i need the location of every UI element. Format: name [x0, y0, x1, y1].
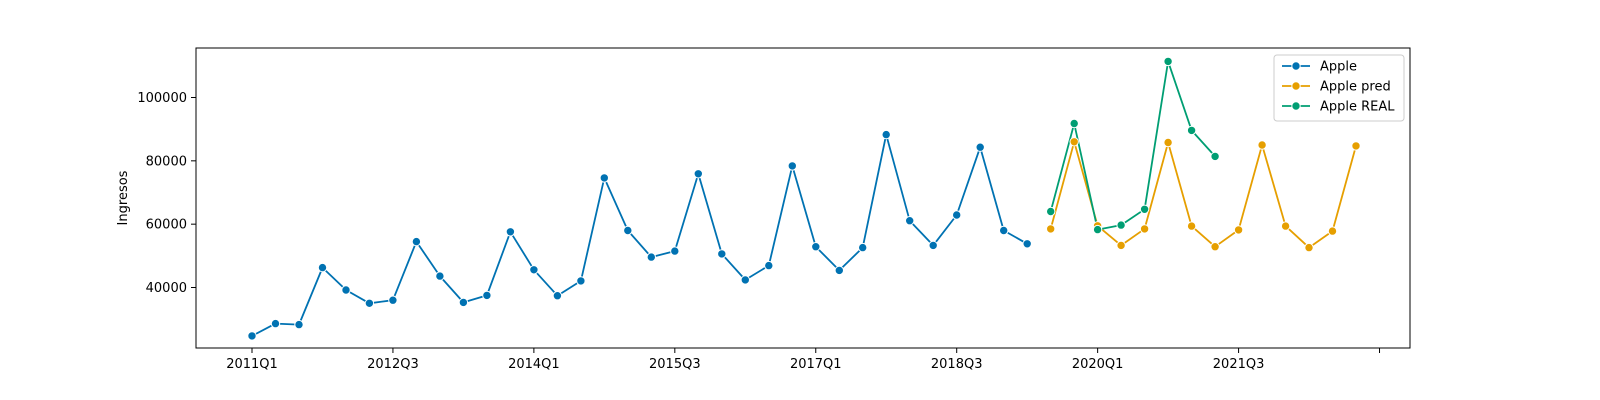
data-point: [552, 291, 563, 301]
data-point: [1351, 141, 1361, 151]
data-point: [1046, 206, 1056, 217]
data-point: [1116, 240, 1126, 251]
data-point: [294, 319, 304, 330]
data-point: [1210, 242, 1220, 252]
data-point: [740, 275, 750, 285]
x-tick-label: 2011Q1: [226, 357, 278, 372]
series-markers: [247, 56, 1361, 341]
legend-frame: [1273, 54, 1405, 122]
data-point: [364, 298, 375, 308]
data-point: [975, 142, 985, 152]
data-point: [1139, 224, 1150, 234]
data-point: [1186, 221, 1197, 231]
data-point: [411, 236, 422, 247]
data-point: [1233, 225, 1244, 235]
data-point: [858, 242, 868, 253]
data-point: [881, 129, 891, 140]
data-point: [1069, 118, 1079, 129]
x-tick-label: 2012Q3: [367, 357, 419, 372]
x-tick-label: 2015Q3: [649, 357, 701, 372]
data-point: [1139, 204, 1150, 215]
legend-marker: [1291, 61, 1301, 71]
legend-label: Apple: [1320, 60, 1357, 75]
legend-marker: [1291, 81, 1301, 91]
y-tick-label: 100000: [137, 91, 187, 106]
plot-frame: [195, 47, 1411, 349]
legend-label: Apple pred: [1320, 80, 1391, 95]
data-point: [1163, 56, 1173, 67]
x-axis: 2011Q1 2012Q3 2014Q1 2015Q3 2017Q1 2018Q3 2020…: [226, 348, 1381, 372]
data-point: [1116, 220, 1126, 230]
data-point: [1069, 137, 1079, 147]
y-tick-label: 40000: [146, 281, 187, 296]
data-point: [388, 295, 398, 305]
legend-label: Apple REAL: [1320, 100, 1395, 115]
data-point: [317, 262, 328, 273]
data-point: [458, 297, 469, 308]
data-point: [505, 227, 516, 237]
data-point: [1304, 242, 1314, 253]
y-tick-label: 80000: [146, 154, 187, 169]
data-point: [905, 216, 915, 226]
legend: Apple Apple pred Apple REAL: [1273, 54, 1405, 122]
data-point: [576, 276, 586, 286]
legend-marker: [1291, 101, 1301, 111]
data-point: [1046, 224, 1056, 234]
y-axis-title: Ingresos: [116, 170, 131, 225]
data-point: [670, 246, 680, 256]
data-point: [247, 331, 257, 341]
data-point: [482, 290, 492, 301]
data-point: [1186, 125, 1197, 136]
data-point: [529, 265, 539, 275]
x-tick-label: 2018Q3: [931, 357, 983, 372]
y-tick-label: 60000: [146, 218, 187, 233]
x-tick-label: 2021Q3: [1213, 357, 1265, 372]
data-point: [270, 318, 281, 329]
x-tick-label: 2020Q1: [1072, 357, 1124, 372]
data-point: [764, 260, 774, 271]
x-tick-label: 2017Q1: [790, 357, 842, 372]
data-point: [952, 210, 962, 220]
data-point: [1257, 140, 1267, 150]
data-point: [693, 169, 703, 179]
data-point: [1210, 151, 1220, 162]
y-axis: 40000 60000 80000 100000: [137, 91, 196, 296]
data-point: [1022, 239, 1032, 249]
data-point: [1280, 221, 1291, 231]
data-point: [1327, 226, 1338, 236]
data-point: [435, 271, 445, 281]
data-point: [1092, 224, 1103, 235]
data-point: [717, 249, 727, 259]
data-point: [811, 242, 821, 252]
data-point: [646, 252, 656, 262]
x-tick-label: 2014Q1: [508, 357, 560, 372]
data-point: [623, 225, 633, 236]
data-point: [341, 285, 351, 295]
data-point: [999, 225, 1009, 236]
data-point: [834, 265, 844, 276]
data-point: [928, 240, 938, 251]
series-line-0: [251, 133, 1028, 337]
data-point: [599, 173, 609, 183]
data-point: [1163, 137, 1173, 148]
data-point: [787, 161, 797, 171]
